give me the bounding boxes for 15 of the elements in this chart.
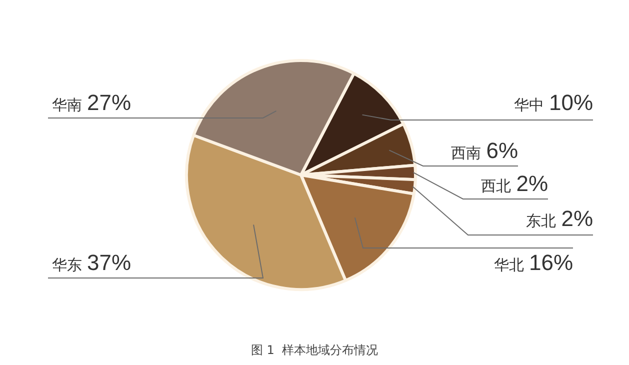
slice-label: 华南 <box>52 96 82 114</box>
slice-label: 西南 <box>451 144 482 162</box>
slice-label: 东北 <box>526 212 556 230</box>
slice-label: 华北 <box>494 256 524 274</box>
slice-label: 西北 <box>481 177 512 195</box>
data-label: 37% <box>87 250 132 275</box>
slice-label: 华中 <box>514 96 544 114</box>
caption: 图 1 样本地域分布情况 <box>250 342 380 359</box>
data-label: 10% <box>548 90 594 115</box>
slice-label: 华东 <box>52 256 82 274</box>
data-label: 2% <box>561 206 593 231</box>
data-label: 27% <box>87 90 132 115</box>
data-label: 2% <box>516 171 548 196</box>
data-label: 6% <box>486 138 518 163</box>
data-label: 16% <box>528 250 574 275</box>
